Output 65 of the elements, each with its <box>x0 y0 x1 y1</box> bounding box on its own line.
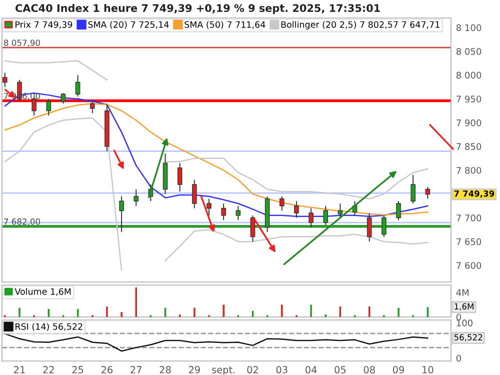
y-tick-label: 7 800 <box>456 166 482 174</box>
candlestick <box>46 98 52 116</box>
legend-label: Bollinger (20 2,5) 7 802,57 7 647,71 <box>281 21 440 30</box>
candlestick <box>382 214 386 238</box>
candlestick <box>90 100 95 114</box>
x-tick-label: 03 <box>276 366 288 374</box>
candlestick <box>308 208 314 228</box>
candlestick <box>250 214 256 242</box>
legend-label: Prix 7 749,39 <box>16 21 72 29</box>
candlestick <box>396 200 401 221</box>
y-tick-label: 100 <box>456 320 472 326</box>
legend-label: SMA (50) 7 711,64 <box>184 21 266 29</box>
x-tick-label: 02 <box>247 366 258 374</box>
candlestick <box>134 188 139 206</box>
y-tick-label: 8 100 <box>456 24 482 32</box>
x-tick-label: 26 <box>101 366 113 374</box>
candlestick <box>425 186 430 200</box>
y-tick-label: 7 600 <box>456 262 482 269</box>
x-tick-label: 08 <box>364 366 375 374</box>
candlestick <box>206 198 212 216</box>
candlestick <box>236 205 241 221</box>
text: 7 749,39 <box>454 190 494 198</box>
x-tick-label: 21 <box>14 366 25 374</box>
x-tick-label: 22 <box>43 366 54 374</box>
candlestick <box>119 196 124 233</box>
line-series <box>4 333 428 352</box>
candlestick <box>192 179 197 209</box>
y-tick-label: 7 850 <box>456 143 482 150</box>
y-tick-label: 4M <box>456 289 469 296</box>
chart-title: CAC40 Index 1 heure 7 749,39 +0,19 % 9 sept. 2025, 17:35:01 <box>16 4 380 14</box>
candlestick <box>410 174 416 204</box>
candlestick <box>75 74 80 97</box>
x-tick-label: 29 <box>188 366 200 374</box>
candlestick <box>280 196 284 212</box>
y-tick-label: 8 000 <box>456 72 482 79</box>
legend-label: Volume 1,6M <box>14 288 71 296</box>
x-tick-label: sept. <box>212 366 235 375</box>
candlestick <box>60 92 66 104</box>
candlestick <box>323 205 328 226</box>
candlestick <box>294 200 299 218</box>
ref-line-label: 8 057,90 <box>4 40 40 47</box>
candlestick <box>2 72 8 88</box>
x-tick-label: 27 <box>130 366 142 374</box>
y-tick-label: 0 <box>456 354 462 362</box>
x-tick-label: 10 <box>422 366 434 374</box>
text: 56,522 <box>454 334 482 342</box>
x-tick-label: 28 <box>160 366 171 374</box>
candlestick <box>177 162 182 192</box>
text: 1,6M <box>454 303 474 310</box>
x-tick-label: 25 <box>72 366 84 374</box>
ref-line-label: 7 682,00 <box>4 218 40 226</box>
candlestick <box>366 212 372 242</box>
x-tick-label: 04 <box>306 366 317 374</box>
legend-label: SMA (20) 7 725,14 <box>88 21 169 29</box>
x-tick-label: 05 <box>334 366 346 374</box>
y-tick-label: 7 950 <box>456 96 482 102</box>
y-tick-label: 8 050 <box>456 48 482 55</box>
legend-label: RSI (14) 56,522 <box>16 323 82 331</box>
candlestick <box>338 203 343 218</box>
candlestick <box>221 203 226 221</box>
y-tick-label: 7 650 <box>456 238 482 246</box>
y-tick-label: 0 <box>456 314 462 321</box>
y-tick-label: 7 900 <box>456 119 482 126</box>
y-tick-label: 7 700 <box>456 214 482 222</box>
x-tick-label: 09 <box>392 366 404 374</box>
